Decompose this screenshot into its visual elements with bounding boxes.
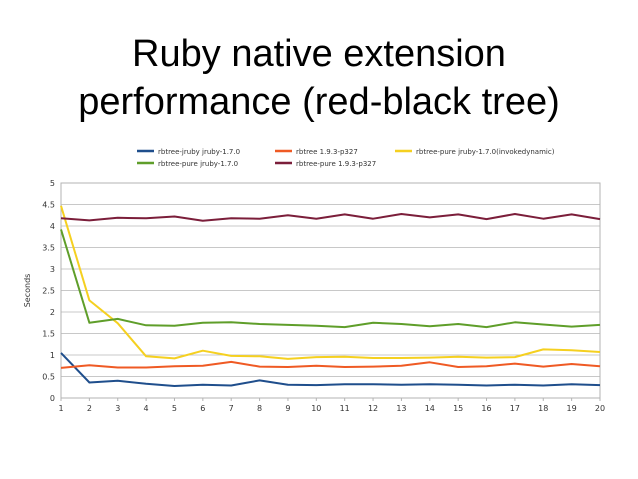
legend-label: rbtree-pure jruby-1.7.0: [158, 160, 238, 168]
x-tick-label: 11: [340, 404, 350, 413]
plot-area: [60, 182, 601, 399]
legend-label: rbtree-jruby jruby-1.7.0: [158, 148, 240, 156]
x-tick-label: 8: [257, 404, 262, 413]
x-tick-label: 20: [595, 404, 605, 413]
slide-title-line-2: performance (red-black tree): [78, 81, 560, 123]
y-tick-label: 1.5: [42, 330, 55, 339]
y-tick-label: 1: [50, 351, 55, 360]
series-line-3: [60, 205, 601, 360]
x-tick-label: 3: [115, 404, 120, 413]
y-axis-label: Seconds: [23, 274, 32, 308]
legend-label: rbtree 1.9.3-p327: [296, 148, 358, 156]
x-tick-label: 2: [87, 404, 92, 413]
x-tick-label: 13: [396, 404, 406, 413]
x-tick-label: 16: [481, 404, 491, 413]
legend-label: rbtree-pure 1.9.3-p327: [296, 160, 376, 168]
x-tick-label: 14: [425, 404, 435, 413]
x-tick-label: 4: [144, 404, 149, 413]
x-tick-label: 6: [200, 404, 205, 413]
y-tick-label: 2.5: [42, 287, 55, 296]
x-tick-label: 18: [538, 404, 548, 413]
x-tick-label: 12: [368, 404, 378, 413]
y-tick-label: 2: [50, 308, 55, 317]
slide-title: Ruby native extension performance (red-b…: [0, 30, 638, 126]
series-line-2: [60, 360, 601, 369]
x-tick-label: 19: [567, 404, 577, 413]
legend-label: rbtree-pure jruby-1.7.0(invokedynamic): [416, 148, 555, 156]
x-tick-label: 15: [453, 404, 463, 413]
x-tick-label: 9: [285, 404, 290, 413]
series-line-4: [60, 229, 601, 329]
y-tick-label: 5: [50, 179, 55, 188]
series-line-5: [60, 213, 601, 222]
y-tick-label: 3.5: [42, 244, 55, 253]
x-tick-label: 17: [510, 404, 520, 413]
y-tick-label: 3: [50, 265, 55, 274]
x-tick-label: 7: [229, 404, 234, 413]
x-tick-label: 5: [172, 404, 177, 413]
slide-title-line-1: Ruby native extension: [132, 33, 506, 75]
series-line-1: [60, 352, 601, 387]
y-tick-label: 0: [50, 394, 55, 403]
x-tick-label: 10: [311, 404, 321, 413]
x-tick-label: 1: [58, 404, 63, 413]
y-tick-label: 0.5: [42, 373, 55, 382]
y-tick-label: 4.5: [42, 201, 55, 210]
y-tick-label: 4: [50, 222, 55, 231]
